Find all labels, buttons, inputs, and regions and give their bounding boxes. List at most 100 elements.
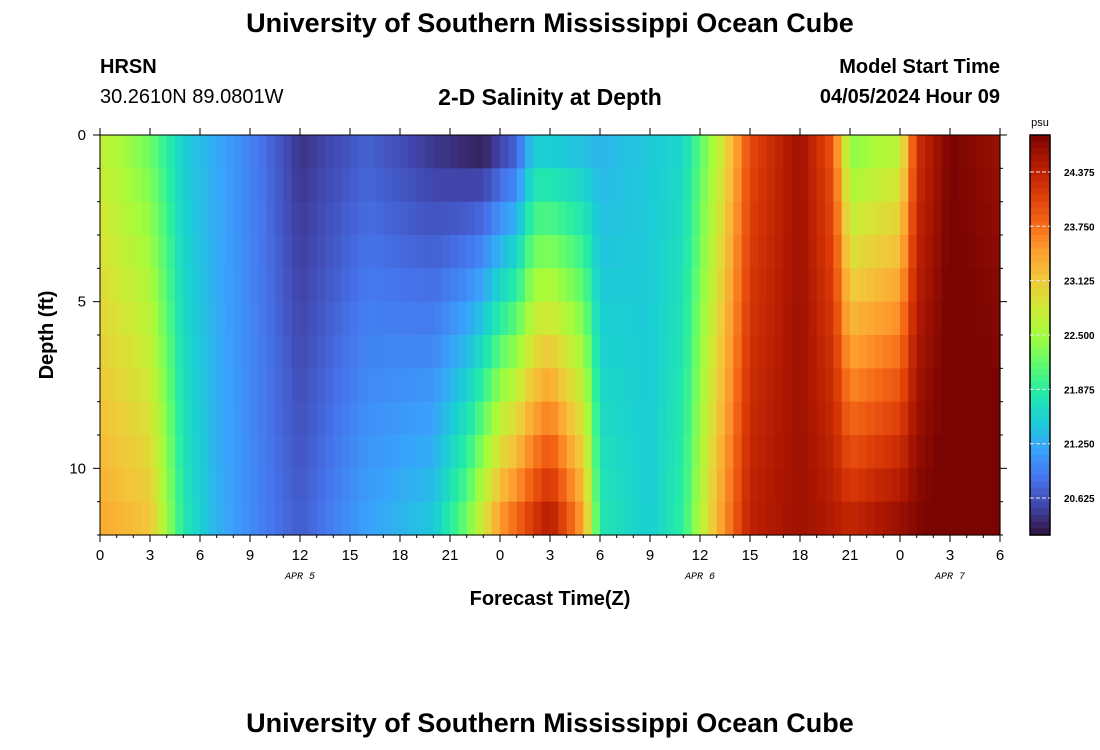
heatmap-cell bbox=[700, 435, 709, 469]
heatmap-cell bbox=[241, 235, 251, 269]
heatmap-cell bbox=[600, 335, 609, 369]
heatmap-cell bbox=[291, 435, 301, 469]
heatmap-cell bbox=[483, 468, 493, 503]
heatmap-cell bbox=[216, 201, 226, 236]
heatmap-cell bbox=[891, 368, 901, 403]
heatmap-cell bbox=[783, 268, 793, 303]
heatmap-cell bbox=[700, 401, 709, 436]
heatmap-cell bbox=[591, 168, 601, 203]
heatmap-cell bbox=[158, 301, 168, 336]
heatmap-cell bbox=[650, 268, 659, 303]
heatmap-cell bbox=[491, 468, 501, 503]
heatmap-cell bbox=[766, 235, 776, 269]
heatmap-cell bbox=[300, 468, 309, 503]
heatmap-cell bbox=[516, 201, 526, 236]
heatmap-cell bbox=[241, 268, 251, 303]
heatmap-cell bbox=[333, 468, 343, 503]
heatmap-cell bbox=[441, 168, 451, 203]
y-tick-label: 0 bbox=[78, 127, 86, 144]
y-tick-label: 5 bbox=[78, 294, 86, 311]
heatmap-cell bbox=[675, 235, 684, 269]
heatmap-cell bbox=[950, 168, 959, 203]
colorbar-segment bbox=[1030, 148, 1050, 156]
heatmap-cell bbox=[791, 235, 801, 269]
heatmap-cell bbox=[508, 435, 518, 469]
colorbar-segment bbox=[1030, 261, 1050, 269]
heatmap-cell bbox=[541, 301, 551, 336]
heatmap-cell bbox=[983, 201, 993, 236]
heatmap-cell bbox=[733, 301, 743, 336]
heatmap-cell bbox=[166, 401, 176, 436]
heatmap-cell bbox=[766, 368, 776, 403]
heatmap-cell bbox=[316, 501, 326, 536]
heatmap-cell bbox=[141, 168, 151, 203]
heatmap-cell bbox=[383, 268, 393, 303]
heatmap-cell bbox=[475, 335, 484, 369]
heatmap-cell bbox=[416, 235, 426, 269]
heatmap-cell bbox=[291, 368, 301, 403]
heatmap-cell bbox=[666, 268, 676, 303]
heatmap-cell bbox=[508, 335, 518, 369]
heatmap-cell bbox=[758, 468, 768, 503]
heatmap-cell bbox=[891, 435, 901, 469]
heatmap-cell bbox=[408, 168, 418, 203]
heatmap-cell bbox=[500, 335, 509, 369]
heatmap-cell bbox=[133, 301, 143, 336]
heatmap-cell bbox=[833, 368, 843, 403]
heatmap-cell bbox=[308, 368, 318, 403]
heatmap-cell bbox=[158, 468, 168, 503]
heatmap-cell bbox=[808, 468, 818, 503]
heatmap-cell bbox=[233, 468, 243, 503]
heatmap-cell bbox=[833, 501, 843, 536]
heatmap-cell bbox=[725, 268, 734, 303]
heatmap-cell bbox=[758, 368, 768, 403]
heatmap-cell bbox=[491, 201, 501, 236]
heatmap-cell bbox=[750, 368, 759, 403]
heatmap-cell bbox=[458, 235, 468, 269]
heatmap-cell bbox=[308, 301, 318, 336]
heatmap-cell bbox=[866, 435, 876, 469]
heatmap-cell bbox=[616, 468, 626, 503]
heatmap-cell bbox=[366, 301, 376, 336]
heatmap-cell bbox=[941, 268, 951, 303]
heatmap-cell bbox=[983, 135, 993, 169]
heatmap-cell bbox=[933, 468, 943, 503]
heatmap-cell bbox=[500, 501, 509, 536]
heatmap-cell bbox=[583, 401, 593, 436]
heatmap-cell bbox=[516, 301, 526, 336]
heatmap-cell bbox=[933, 201, 943, 236]
heatmap-cell bbox=[466, 501, 476, 536]
heatmap-cell bbox=[825, 235, 834, 269]
heatmap-cell bbox=[866, 168, 876, 203]
heatmap-cell bbox=[691, 468, 701, 503]
heatmap-cell bbox=[441, 201, 451, 236]
heatmap-cell bbox=[308, 501, 318, 536]
heatmap-cell bbox=[141, 368, 151, 403]
heatmap-cell bbox=[725, 468, 734, 503]
heatmap-cell bbox=[916, 335, 926, 369]
heatmap-cell bbox=[241, 401, 251, 436]
heatmap-cell bbox=[150, 168, 159, 203]
colorbar-tick-label: 24.375 bbox=[1064, 168, 1095, 179]
heatmap-cell bbox=[441, 335, 451, 369]
heatmap-cell bbox=[791, 301, 801, 336]
heatmap-cell bbox=[866, 501, 876, 536]
heatmap-cell bbox=[600, 268, 609, 303]
x-tick-label: 6 bbox=[996, 547, 1004, 564]
heatmap-cell bbox=[366, 435, 376, 469]
heatmap-cell bbox=[116, 435, 126, 469]
heatmap-cell bbox=[166, 435, 176, 469]
heatmap-cell bbox=[666, 235, 676, 269]
heatmap-cell bbox=[866, 468, 876, 503]
heatmap-cell bbox=[766, 435, 776, 469]
heatmap-cell bbox=[758, 301, 768, 336]
heatmap-cell bbox=[500, 435, 509, 469]
heatmap-cell bbox=[425, 401, 434, 436]
heatmap-cell bbox=[991, 201, 1001, 236]
heatmap-cell bbox=[458, 268, 468, 303]
heatmap-cell bbox=[491, 368, 501, 403]
heatmap-cell bbox=[650, 368, 659, 403]
heatmap-cell bbox=[541, 235, 551, 269]
colorbar-segment bbox=[1030, 481, 1050, 489]
heatmap-cell bbox=[208, 168, 218, 203]
